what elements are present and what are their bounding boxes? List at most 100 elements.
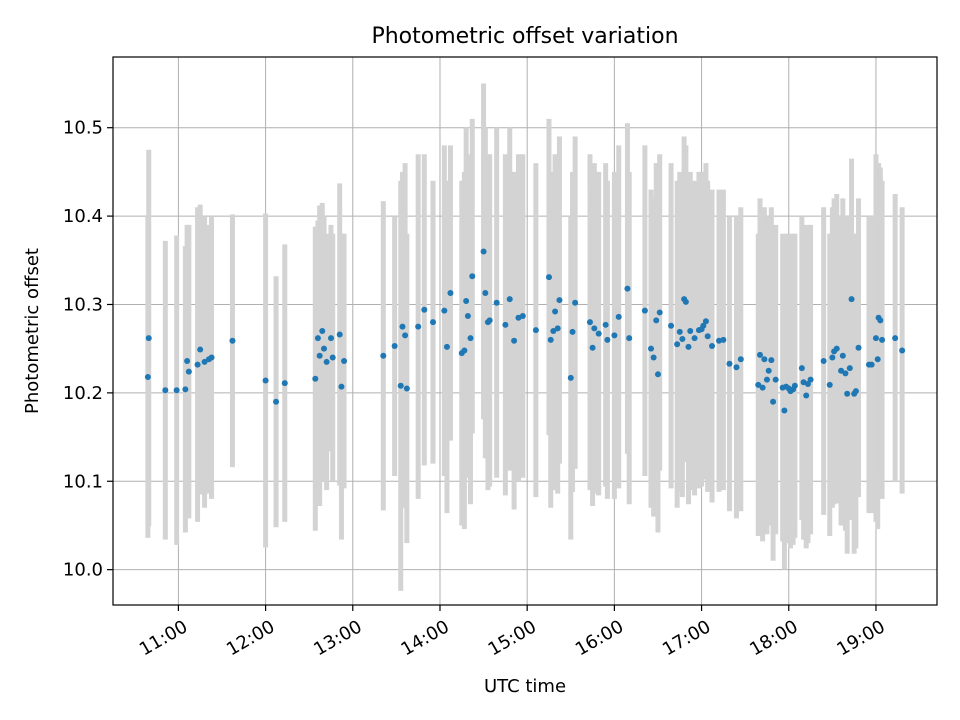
data-point bbox=[554, 325, 561, 332]
data-point bbox=[653, 317, 660, 324]
x-axis-label: UTC time bbox=[484, 676, 566, 697]
data-point bbox=[464, 312, 471, 319]
data-point bbox=[321, 345, 328, 352]
data-point bbox=[798, 365, 805, 372]
data-point bbox=[820, 358, 827, 365]
data-point bbox=[768, 357, 775, 364]
data-point bbox=[380, 352, 387, 359]
data-point bbox=[737, 356, 744, 363]
data-point bbox=[726, 360, 733, 367]
data-point bbox=[162, 387, 169, 394]
chart-title: Photometric offset variation bbox=[371, 24, 678, 49]
y-tick-label: 10.4 bbox=[63, 206, 103, 227]
data-point bbox=[519, 312, 526, 319]
y-tick-label: 10.5 bbox=[63, 118, 103, 139]
data-point bbox=[550, 328, 557, 334]
data-point bbox=[441, 307, 448, 314]
data-point bbox=[877, 317, 884, 324]
data-point bbox=[493, 299, 500, 306]
data-point bbox=[803, 392, 810, 399]
data-point bbox=[755, 381, 762, 388]
data-point bbox=[704, 333, 711, 340]
data-point bbox=[415, 323, 422, 330]
data-point bbox=[615, 313, 622, 320]
data-point bbox=[145, 335, 152, 342]
data-point bbox=[545, 274, 552, 281]
data-point bbox=[447, 289, 454, 296]
data-point bbox=[391, 343, 398, 350]
data-point bbox=[567, 374, 574, 381]
data-point bbox=[403, 385, 410, 392]
data-point bbox=[761, 356, 768, 363]
data-point bbox=[846, 365, 853, 372]
data-point bbox=[624, 285, 631, 292]
data-point bbox=[532, 327, 539, 334]
data-point bbox=[144, 373, 151, 380]
data-point bbox=[668, 322, 675, 329]
plot-area bbox=[112, 56, 938, 606]
data-point bbox=[872, 335, 879, 342]
data-point bbox=[829, 354, 836, 361]
data-point bbox=[197, 346, 204, 353]
data-point bbox=[852, 388, 859, 395]
data-point bbox=[700, 322, 707, 329]
data-point bbox=[402, 332, 409, 339]
data-point bbox=[511, 337, 518, 344]
data-point bbox=[314, 335, 321, 342]
data-point bbox=[463, 297, 470, 304]
data-point bbox=[838, 367, 845, 374]
data-point bbox=[461, 347, 468, 354]
data-point bbox=[184, 358, 191, 365]
data-point bbox=[804, 381, 811, 388]
data-point bbox=[702, 318, 709, 325]
data-point bbox=[868, 361, 875, 368]
data-point bbox=[685, 343, 692, 350]
data-point bbox=[482, 289, 489, 296]
data-point bbox=[807, 376, 814, 383]
data-point bbox=[855, 344, 862, 351]
data-point bbox=[319, 328, 326, 334]
data-point bbox=[595, 330, 602, 337]
data-point bbox=[611, 332, 618, 339]
data-point bbox=[173, 387, 180, 394]
data-point bbox=[844, 390, 851, 397]
y-tick-label: 10.1 bbox=[63, 471, 103, 492]
data-point bbox=[589, 344, 596, 351]
data-point bbox=[208, 354, 215, 361]
data-point bbox=[781, 407, 788, 414]
data-point bbox=[552, 308, 559, 315]
data-point bbox=[323, 358, 330, 365]
data-point bbox=[682, 298, 689, 305]
data-point bbox=[586, 319, 593, 326]
y-axis: 10.0 10.1 10.2 10.3 10.4 10.5 bbox=[63, 118, 113, 581]
data-point bbox=[759, 384, 766, 391]
plot-frame bbox=[112, 56, 938, 606]
data-point bbox=[709, 343, 716, 350]
data-point bbox=[443, 343, 450, 350]
data-point bbox=[770, 398, 777, 405]
data-point bbox=[591, 325, 598, 332]
data-point bbox=[899, 347, 906, 354]
data-point bbox=[833, 345, 840, 352]
data-point bbox=[194, 361, 201, 368]
data-point bbox=[791, 382, 798, 389]
data-point bbox=[674, 341, 681, 348]
data-point bbox=[397, 382, 404, 389]
data-point bbox=[839, 352, 846, 359]
data-point bbox=[626, 335, 633, 342]
data-points bbox=[144, 248, 906, 414]
data-point bbox=[656, 309, 663, 316]
data-point bbox=[604, 336, 611, 343]
data-point bbox=[486, 317, 493, 324]
data-point bbox=[842, 370, 849, 377]
data-point bbox=[720, 336, 727, 343]
data-point bbox=[874, 356, 881, 363]
data-point bbox=[273, 398, 280, 405]
data-point bbox=[765, 367, 772, 374]
data-point bbox=[327, 335, 334, 342]
data-point bbox=[848, 296, 855, 303]
data-point bbox=[676, 328, 683, 335]
data-point bbox=[687, 328, 694, 334]
data-point bbox=[547, 336, 554, 343]
